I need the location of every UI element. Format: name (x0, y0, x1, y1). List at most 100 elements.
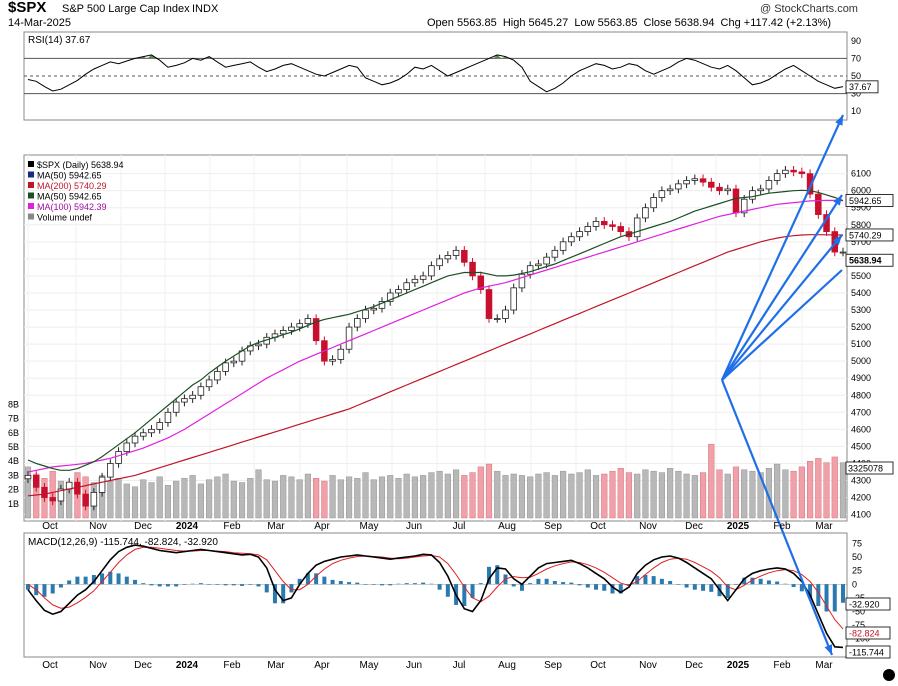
price-candle (601, 220, 608, 226)
price-candle (584, 226, 592, 233)
macd-histogram-bar (404, 583, 409, 585)
macd-signal-line (27, 546, 844, 630)
price-candle (683, 180, 690, 185)
volume-bar (650, 470, 657, 519)
volume-bar (263, 479, 270, 519)
price-candle (535, 263, 542, 267)
index-name: S&P 500 Large Cap Index (62, 3, 190, 15)
volume-tick-label: 5B (8, 442, 19, 452)
macd-tick-label: 75 (852, 538, 862, 548)
macd-histogram-bar (429, 583, 434, 585)
chart-date: 14-Mar-2025 (8, 17, 71, 29)
volume-bar (346, 476, 353, 519)
volume-bar (527, 476, 534, 519)
volume-bar (749, 470, 756, 519)
macd-histogram-bar (561, 582, 566, 585)
price-candle (222, 362, 229, 372)
volume-bar (444, 473, 451, 519)
volume-bar (296, 479, 303, 519)
price-candle (205, 379, 213, 388)
macd-value-box-text: -115.744 (849, 648, 884, 658)
volume-bar (699, 472, 707, 519)
price-candle (156, 422, 163, 430)
volume-bar (140, 479, 147, 519)
macd-histogram-bar (841, 584, 845, 603)
price-candle (732, 188, 740, 214)
macd-value-box (845, 645, 891, 659)
annotation-arrow-head (832, 235, 842, 246)
ma50-last-box (845, 194, 894, 207)
x-tick-label-bottom: Oct (590, 660, 606, 671)
volume-bar (321, 480, 328, 519)
volume-bar (148, 482, 155, 519)
volume-bar (354, 478, 361, 519)
price-candle (345, 326, 353, 350)
volume-bar (411, 476, 418, 519)
macd-histogram-bar (281, 584, 286, 604)
rsi-layer: RSI(14) 37.67 (24, 35, 847, 95)
volume-bar (568, 473, 575, 519)
annotation-arrow-head (833, 195, 842, 206)
price-candle (189, 394, 196, 400)
macd-histogram-bar (783, 583, 788, 585)
volume-bar (123, 483, 130, 519)
macd-histogram-bar (297, 578, 302, 585)
rsi-tick-label: 30 (851, 89, 861, 99)
price-candle (140, 432, 147, 437)
volume-bar (510, 473, 517, 519)
macd-histogram-bar (231, 584, 236, 586)
x-tick-label-bottom: Mar (267, 660, 285, 671)
x-tick-label-bottom: 2024 (176, 660, 199, 671)
volume-bar (222, 473, 229, 519)
price-candle (131, 435, 139, 444)
macd-signal-box-text: -82.824 (849, 629, 880, 639)
price-candle (312, 318, 320, 342)
macd-histogram-bar (182, 584, 187, 585)
x-tick-label: Dec (685, 521, 703, 532)
annotation-arrow-head (824, 644, 832, 655)
price-candle (115, 451, 122, 464)
x-tick-label: Mar (815, 521, 833, 532)
macd-histogram-bar (742, 577, 747, 585)
volume-bar (420, 475, 427, 519)
macd-histogram-bar (668, 580, 673, 585)
price-tick-label: 5900 (851, 203, 871, 213)
volume-bar (551, 475, 558, 519)
volume-bar (807, 461, 814, 519)
macd-histogram-bar (733, 584, 738, 585)
macd-histogram-bar (124, 576, 129, 585)
macd-histogram-bar (445, 584, 450, 597)
x-tick-label: Nov (639, 521, 657, 532)
x-tick-label: Nov (89, 521, 107, 532)
price-tick-label: 5300 (851, 305, 871, 315)
volume-bar (362, 472, 369, 519)
price-candle (469, 261, 476, 277)
macd-histogram-bar (495, 565, 500, 585)
volume-bar (197, 483, 204, 519)
volume-bar (428, 472, 435, 519)
price-tick-label: 4300 (851, 475, 871, 485)
price-candle (757, 188, 764, 192)
price-candle (329, 359, 336, 362)
macd-histogram-bar (322, 576, 327, 585)
menu-dot-icon[interactable] (883, 669, 895, 681)
x-tick-label: Oct (42, 521, 58, 532)
macd-histogram-bar (330, 579, 335, 585)
volume-tick-label: 7B (8, 414, 19, 424)
x-tick-label-bottom: Sep (544, 660, 562, 671)
x-tick-label-bottom: Nov (639, 660, 657, 671)
volume-bar (518, 475, 525, 519)
macd-histogram-bar (190, 583, 195, 585)
price-candle (518, 273, 526, 289)
price-candle (691, 178, 699, 181)
x-tick-label: Mar (267, 521, 285, 532)
volume-bar (156, 476, 163, 519)
macd-tick-label: 0 (852, 579, 857, 589)
volume-bar (304, 473, 311, 519)
macd-histogram-bar (108, 571, 113, 585)
macd-histogram-bar (248, 584, 253, 585)
volume-bar (131, 486, 139, 519)
volume-bar (757, 472, 764, 519)
volume-bar (214, 476, 221, 519)
volume-bar (576, 472, 583, 519)
